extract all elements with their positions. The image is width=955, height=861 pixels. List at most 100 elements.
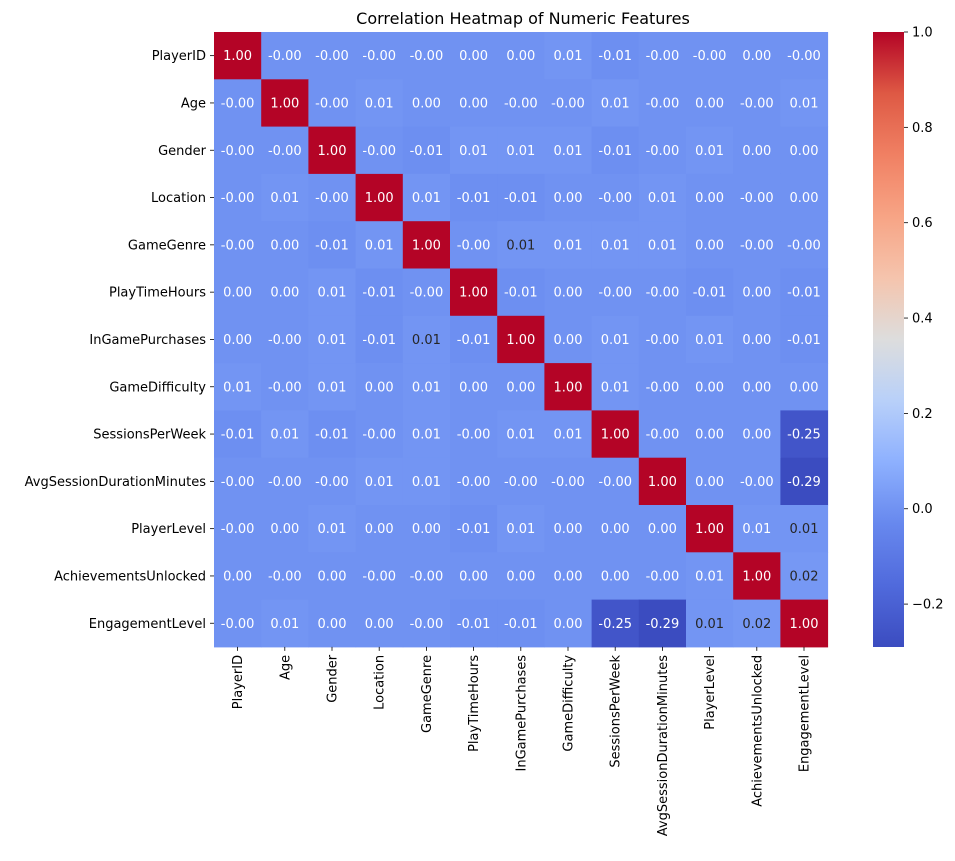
- heatmap-cell: [214, 363, 262, 411]
- heatmap-cell: [450, 410, 498, 459]
- colorbar-tick-label: 1.0: [912, 26, 933, 41]
- heatmap-cell-label: 0.01: [648, 238, 677, 253]
- heatmap-cell-label: -0.00: [740, 475, 774, 490]
- heatmap-cell-label: 0.00: [790, 144, 819, 159]
- heatmap-cell: [308, 79, 357, 128]
- heatmap-cell: [780, 32, 829, 80]
- heatmap-cell: [402, 221, 451, 269]
- heatmap-cell-label: -0.01: [504, 286, 538, 301]
- heatmap-cell-label: 0.00: [648, 522, 677, 537]
- heatmap-cell-label: 0.01: [412, 380, 441, 395]
- heatmap-cell: [355, 410, 404, 459]
- heatmap-cell: [497, 79, 545, 128]
- heatmap-cell: [497, 505, 545, 553]
- heatmap-cell-label: -0.25: [598, 617, 632, 632]
- heatmap-cell: [214, 79, 262, 128]
- heatmap-cell: [355, 32, 404, 80]
- y-tick-label: GameDifficulty: [109, 380, 206, 395]
- heatmap-cell-label: -0.00: [315, 475, 349, 490]
- heatmap-cell-label: -0.00: [268, 333, 302, 348]
- heatmap-cell-label: -0.00: [787, 49, 821, 64]
- heatmap-cell-label: 0.01: [554, 238, 583, 253]
- heatmap-cell-label: 1.00: [459, 286, 488, 301]
- heatmap-cell: [214, 315, 262, 364]
- heatmap-cell: [214, 552, 262, 601]
- heatmap-cell: [497, 552, 545, 601]
- heatmap-cell: [402, 505, 451, 553]
- y-tick-label: PlayerLevel: [131, 522, 206, 537]
- colorbar-ticks: 1.0 0.8 0.6 0.4 0.2 0.0 −0.2: [904, 26, 944, 613]
- heatmap-cell-label: -0.00: [551, 96, 585, 111]
- heatmap-cell-label: -0.01: [457, 522, 491, 537]
- heatmap-cell: [686, 505, 734, 553]
- heatmap-cell-label: -0.00: [362, 569, 396, 584]
- heatmap-cell-label: -0.00: [457, 238, 491, 253]
- heatmap-cell-label: -0.00: [221, 238, 255, 253]
- heatmap-cell-label: -0.00: [362, 428, 396, 443]
- heatmap-cell-label: 0.01: [412, 428, 441, 443]
- x-tick-label: AchievementsUnlocked: [750, 655, 765, 807]
- heatmap-cell: [214, 126, 262, 175]
- heatmap-cell: [402, 268, 451, 317]
- heatmap-cell: [450, 505, 498, 553]
- heatmap-cell: [308, 221, 357, 269]
- heatmap-cell-label: 0.01: [695, 569, 724, 584]
- heatmap-cell-label: -0.00: [410, 569, 444, 584]
- heatmap-cell: [261, 315, 309, 364]
- heatmap-cell-label: -0.29: [646, 617, 680, 632]
- heatmap-cell-label: -0.01: [598, 49, 632, 64]
- heatmap-cell-label: 0.01: [506, 144, 535, 159]
- heatmap-cell: [308, 126, 357, 175]
- heatmap-cell: [497, 32, 545, 80]
- heatmap-cell: [308, 173, 357, 222]
- heatmap-cell: [402, 552, 451, 601]
- heatmap-cell-label: 0.00: [554, 191, 583, 206]
- heatmap-cell: [686, 552, 734, 601]
- x-tick-label: EngagementLevel: [798, 655, 813, 772]
- heatmap-cell: [591, 79, 640, 128]
- heatmap-cell: [355, 457, 404, 506]
- heatmap-cell: [733, 410, 781, 459]
- heatmap-cell-label: -0.01: [504, 617, 538, 632]
- heatmap-cell: [450, 552, 498, 601]
- heatmap-cell-label: -0.01: [457, 191, 491, 206]
- heatmap-cell: [780, 173, 829, 222]
- heatmap-cell-label: -0.00: [740, 238, 774, 253]
- heatmap-cell-label: 0.00: [695, 428, 724, 443]
- heatmap-cell-label: 0.01: [601, 96, 630, 111]
- heatmap-cell-label: -0.00: [504, 475, 538, 490]
- heatmap-cell: [638, 268, 687, 317]
- heatmap-cell-label: -0.00: [268, 569, 302, 584]
- heatmap-cell-label: 0.00: [554, 522, 583, 537]
- heatmap-cell-label: 0.00: [554, 333, 583, 348]
- heatmap-cell: [355, 79, 404, 128]
- heatmap-cell: [686, 315, 734, 364]
- heatmap-cell: [591, 363, 640, 411]
- heatmap-cell-label: 0.00: [695, 96, 724, 111]
- heatmap-cell-label: 0.01: [506, 522, 535, 537]
- heatmap-cell-label: -0.00: [646, 144, 680, 159]
- heatmap-cell: [780, 126, 829, 175]
- heatmap-cell-label: 0.00: [223, 286, 252, 301]
- heatmap-cell: [591, 457, 640, 506]
- heatmap-cell: [261, 599, 309, 648]
- heatmap-cell-label: 0.01: [365, 475, 394, 490]
- heatmap-cell-label: 0.01: [554, 49, 583, 64]
- colorbar: 1.0 0.8 0.6 0.4 0.2 0.0 −0.2: [873, 26, 944, 647]
- heatmap-cell: [402, 173, 451, 222]
- heatmap-cell: [402, 32, 451, 80]
- heatmap-cell: [638, 221, 687, 269]
- heatmap-cell-label: -0.00: [315, 49, 349, 64]
- heatmap-cell: [261, 221, 309, 269]
- heatmap-cell: [355, 552, 404, 601]
- heatmap-cell-label: 0.01: [506, 428, 535, 443]
- heatmap-cell: [780, 457, 829, 506]
- heatmap-cell-label: 0.00: [459, 569, 488, 584]
- heatmap-cell-label: 0.00: [695, 191, 724, 206]
- heatmap-cell: [544, 599, 593, 648]
- heatmap-cell-label: -0.01: [787, 286, 821, 301]
- heatmap-cell-label: -0.00: [221, 522, 255, 537]
- heatmap-cell: [544, 552, 593, 601]
- heatmap-cell: [638, 315, 687, 364]
- x-tick-label: SessionsPerWeek: [609, 654, 624, 767]
